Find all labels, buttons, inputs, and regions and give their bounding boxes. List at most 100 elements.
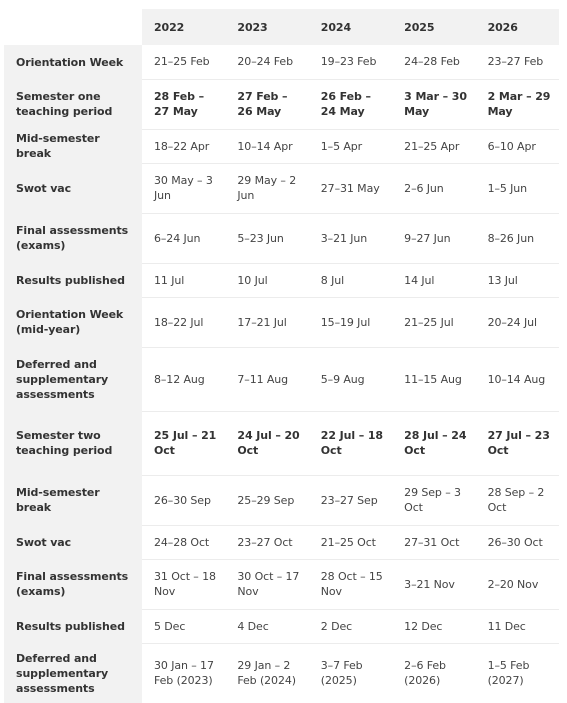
row-label: Semester two teaching period <box>4 411 142 475</box>
table-cell: 9–27 Jun <box>392 213 476 264</box>
table-cell: 27 Jul – 23 Oct <box>475 411 559 476</box>
table-cell: 10–14 Apr <box>225 129 309 164</box>
table-cell: 18–22 Jul <box>142 297 226 348</box>
table-cell: 28 Sep – 2 Oct <box>475 475 559 526</box>
table-cell: 5–9 Aug <box>308 347 393 412</box>
table-cell: 28 Feb – 27 May <box>142 79 226 130</box>
table-cell: 24–28 Feb <box>392 45 476 80</box>
table-cell: 4 Dec <box>225 609 309 644</box>
table-cell: 8 Jul <box>308 263 393 298</box>
table-cell: 26–30 Sep <box>142 475 226 526</box>
row-label: Orientation Week (mid-year) <box>4 297 142 347</box>
table-cell: 26 Feb – 24 May <box>308 79 393 130</box>
table-cell: 12 Dec <box>392 609 476 644</box>
table-cell: 2 Dec <box>308 609 393 644</box>
row-label: Swot vac <box>4 163 142 213</box>
table-cell: 14 Jul <box>392 263 476 298</box>
table-cell: 11 Dec <box>475 609 559 644</box>
table-cell: 27–31 May <box>308 163 393 214</box>
table-cell: 8–26 Jun <box>475 213 559 264</box>
table-cell: 2–6 Jun <box>392 163 476 214</box>
row-label: Deferred and supplementary assessments <box>4 347 142 411</box>
table-cell: 28 Jul – 24 Oct <box>392 411 476 476</box>
table-cell: 15–19 Jul <box>308 297 393 348</box>
table-row: Final assessments (exams) 6–24 Jun 5–23 … <box>4 213 559 264</box>
table-row: Deferred and supplementary assessments 8… <box>4 347 559 412</box>
table-cell: 21–25 Jul <box>392 297 476 348</box>
table-row: Results published 5 Dec 4 Dec 2 Dec 12 D… <box>4 609 559 644</box>
table-cell: 19–23 Feb <box>308 45 393 80</box>
header-corner-cell <box>4 9 142 45</box>
table-cell: 6–10 Apr <box>475 129 559 164</box>
table-cell: 2–20 Nov <box>475 559 559 610</box>
header-row: 2022 2023 2024 2025 2026 <box>4 9 559 45</box>
table-cell: 3 Mar – 30 May <box>392 79 476 130</box>
row-label: Deferred and supplementary assessments <box>4 643 142 703</box>
table-cell: 11–15 Aug <box>392 347 476 412</box>
table-cell: 20–24 Jul <box>475 297 559 348</box>
table-cell: 11 Jul <box>142 263 226 298</box>
table-row: Orientation Week (mid-year) 18–22 Jul 17… <box>4 297 559 348</box>
table-cell: 31 Oct – 18 Nov <box>142 559 226 610</box>
table-cell: 25–29 Sep <box>225 475 309 526</box>
table-cell: 23–27 Oct <box>225 525 309 560</box>
page: 2022 2023 2024 2025 2026 Orientation Wee… <box>4 9 559 703</box>
row-label: Final assessments (exams) <box>4 559 142 609</box>
table-cell: 10 Jul <box>225 263 309 298</box>
table-cell: 26–30 Oct <box>475 525 559 560</box>
row-label: Results published <box>4 263 142 297</box>
table-cell: 2 Mar – 29 May <box>475 79 559 130</box>
table-cell: 28 Oct – 15 Nov <box>308 559 393 610</box>
table-cell: 29 Jan – 2 Feb (2024) <box>225 643 309 703</box>
row-label: Mid-semester break <box>4 475 142 525</box>
table-cell: 3–21 Nov <box>392 559 476 610</box>
table-row: Mid-semester break 26–30 Sep 25–29 Sep 2… <box>4 475 559 526</box>
table-cell: 10–14 Aug <box>475 347 559 412</box>
table-cell: 29 Sep – 3 Oct <box>392 475 476 526</box>
table-cell: 18–22 Apr <box>142 129 226 164</box>
table-cell: 3–7 Feb (2025) <box>308 643 393 703</box>
table-cell: 5–23 Jun <box>225 213 309 264</box>
row-label: Semester one teaching period <box>4 79 142 129</box>
table-cell: 1–5 Apr <box>308 129 393 164</box>
year-header-2025: 2025 <box>392 9 476 45</box>
table-cell: 30 May – 3 Jun <box>142 163 226 214</box>
row-label: Mid-semester break <box>4 129 142 163</box>
table-cell: 30 Oct – 17 Nov <box>225 559 309 610</box>
table-cell: 24 Jul – 20 Oct <box>225 411 309 476</box>
table-row: Final assessments (exams) 31 Oct – 18 No… <box>4 559 559 610</box>
table-row: Swot vac 30 May – 3 Jun 29 May – 2 Jun 2… <box>4 163 559 214</box>
table-cell: 3–21 Jun <box>308 213 393 264</box>
table-cell: 21–25 Apr <box>392 129 476 164</box>
table-cell: 20–24 Feb <box>225 45 309 80</box>
table-row: Semester one teaching period 28 Feb – 27… <box>4 79 559 130</box>
year-header-2023: 2023 <box>225 9 309 45</box>
table-cell: 29 May – 2 Jun <box>225 163 309 214</box>
year-header-2022: 2022 <box>142 9 226 45</box>
row-label: Orientation Week <box>4 45 142 79</box>
table-cell: 22 Jul – 18 Oct <box>308 411 393 476</box>
table-cell: 17–21 Jul <box>225 297 309 348</box>
table-row: Swot vac 24–28 Oct 23–27 Oct 21–25 Oct 2… <box>4 525 559 560</box>
table-cell: 27 Feb – 26 May <box>225 79 309 130</box>
table-row: Semester two teaching period 25 Jul – 21… <box>4 411 559 476</box>
table-cell: 23–27 Sep <box>308 475 393 526</box>
row-label: Final assessments (exams) <box>4 213 142 263</box>
table-cell: 25 Jul – 21 Oct <box>142 411 226 476</box>
table-row: Results published 11 Jul 10 Jul 8 Jul 14… <box>4 263 559 298</box>
year-header-2024: 2024 <box>308 9 393 45</box>
table-cell: 8–12 Aug <box>142 347 226 412</box>
table-cell: 6–24 Jun <box>142 213 226 264</box>
table-cell: 1–5 Feb (2027) <box>475 643 559 703</box>
table-row: Mid-semester break 18–22 Apr 10–14 Apr 1… <box>4 129 559 164</box>
table-cell: 2–6 Feb (2026) <box>392 643 476 703</box>
table-cell: 30 Jan – 17 Feb (2023) <box>142 643 226 703</box>
table-cell: 21–25 Oct <box>308 525 393 560</box>
academic-calendar-table: 2022 2023 2024 2025 2026 Orientation Wee… <box>4 9 559 703</box>
table-cell: 27–31 Oct <box>392 525 476 560</box>
table-cell: 7–11 Aug <box>225 347 309 412</box>
table-row: Orientation Week 21–25 Feb 20–24 Feb 19–… <box>4 45 559 80</box>
table-cell: 23–27 Feb <box>475 45 559 80</box>
table-cell: 13 Jul <box>475 263 559 298</box>
table-cell: 5 Dec <box>142 609 226 644</box>
